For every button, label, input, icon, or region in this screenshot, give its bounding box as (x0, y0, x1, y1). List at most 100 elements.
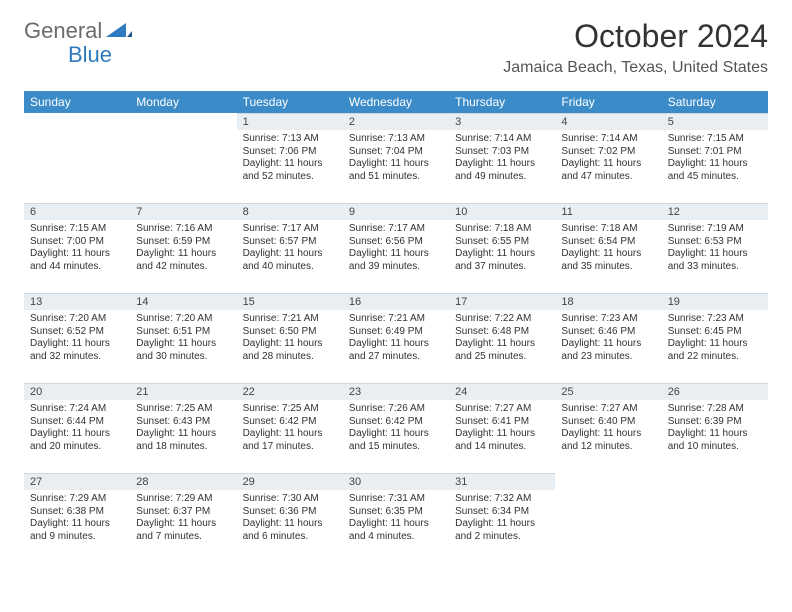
daylight-line: Daylight: 11 hours and 40 minutes. (243, 248, 337, 273)
day-content: Sunrise: 7:26 AMSunset: 6:42 PMDaylight:… (343, 400, 449, 459)
sunset-line: Sunset: 6:34 PM (455, 506, 549, 519)
day-number: 13 (24, 293, 130, 310)
sunset-line: Sunset: 7:02 PM (561, 146, 655, 159)
sunset-line: Sunset: 6:52 PM (30, 326, 124, 339)
calendar-day-cell: 13Sunrise: 7:20 AMSunset: 6:52 PMDayligh… (24, 293, 130, 383)
day-content: Sunrise: 7:25 AMSunset: 6:42 PMDaylight:… (237, 400, 343, 459)
header: General Blue October 2024 Jamaica Beach,… (0, 0, 792, 81)
sunrise-line: Sunrise: 7:29 AM (30, 493, 124, 506)
calendar-day-cell: 30Sunrise: 7:31 AMSunset: 6:35 PMDayligh… (343, 473, 449, 563)
sunrise-line: Sunrise: 7:25 AM (136, 403, 230, 416)
day-content: Sunrise: 7:17 AMSunset: 6:56 PMDaylight:… (343, 220, 449, 279)
sunset-line: Sunset: 6:56 PM (349, 236, 443, 249)
calendar-day-cell: 16Sunrise: 7:21 AMSunset: 6:49 PMDayligh… (343, 293, 449, 383)
day-content: Sunrise: 7:29 AMSunset: 6:38 PMDaylight:… (24, 490, 130, 549)
sunrise-line: Sunrise: 7:17 AM (349, 223, 443, 236)
day-content: Sunrise: 7:15 AMSunset: 7:01 PMDaylight:… (662, 130, 768, 189)
sunrise-line: Sunrise: 7:16 AM (136, 223, 230, 236)
calendar-day-cell: 24Sunrise: 7:27 AMSunset: 6:41 PMDayligh… (449, 383, 555, 473)
daylight-line: Daylight: 11 hours and 25 minutes. (455, 338, 549, 363)
day-number: 5 (662, 113, 768, 130)
daylight-line: Daylight: 11 hours and 39 minutes. (349, 248, 443, 273)
daylight-line: Daylight: 11 hours and 49 minutes. (455, 158, 549, 183)
day-number: 27 (24, 473, 130, 490)
day-number: 2 (343, 113, 449, 130)
sunrise-line: Sunrise: 7:19 AM (668, 223, 762, 236)
day-content: Sunrise: 7:18 AMSunset: 6:54 PMDaylight:… (555, 220, 661, 279)
daylight-line: Daylight: 11 hours and 42 minutes. (136, 248, 230, 273)
weekday-header: Wednesday (343, 91, 449, 113)
day-content: Sunrise: 7:13 AMSunset: 7:04 PMDaylight:… (343, 130, 449, 189)
sunset-line: Sunset: 7:03 PM (455, 146, 549, 159)
calendar-day-cell: 26Sunrise: 7:28 AMSunset: 6:39 PMDayligh… (662, 383, 768, 473)
sunrise-line: Sunrise: 7:27 AM (561, 403, 655, 416)
daylight-line: Daylight: 11 hours and 30 minutes. (136, 338, 230, 363)
sunset-line: Sunset: 6:43 PM (136, 416, 230, 429)
calendar-day-cell: 1Sunrise: 7:13 AMSunset: 7:06 PMDaylight… (237, 113, 343, 203)
day-content: Sunrise: 7:16 AMSunset: 6:59 PMDaylight:… (130, 220, 236, 279)
daylight-line: Daylight: 11 hours and 33 minutes. (668, 248, 762, 273)
calendar-day-cell: 10Sunrise: 7:18 AMSunset: 6:55 PMDayligh… (449, 203, 555, 293)
day-content: Sunrise: 7:25 AMSunset: 6:43 PMDaylight:… (130, 400, 236, 459)
day-number: 25 (555, 383, 661, 400)
day-content: Sunrise: 7:19 AMSunset: 6:53 PMDaylight:… (662, 220, 768, 279)
calendar-day-cell: 8Sunrise: 7:17 AMSunset: 6:57 PMDaylight… (237, 203, 343, 293)
calendar-table: SundayMondayTuesdayWednesdayThursdayFrid… (24, 91, 768, 563)
day-number: 24 (449, 383, 555, 400)
day-number: 1 (237, 113, 343, 130)
weekday-header: Saturday (662, 91, 768, 113)
sunset-line: Sunset: 6:53 PM (668, 236, 762, 249)
sunset-line: Sunset: 6:40 PM (561, 416, 655, 429)
day-content: Sunrise: 7:20 AMSunset: 6:52 PMDaylight:… (24, 310, 130, 369)
day-content: Sunrise: 7:22 AMSunset: 6:48 PMDaylight:… (449, 310, 555, 369)
daylight-line: Daylight: 11 hours and 45 minutes. (668, 158, 762, 183)
day-content: Sunrise: 7:27 AMSunset: 6:41 PMDaylight:… (449, 400, 555, 459)
calendar-day-cell: 23Sunrise: 7:26 AMSunset: 6:42 PMDayligh… (343, 383, 449, 473)
calendar-week-row: 27Sunrise: 7:29 AMSunset: 6:38 PMDayligh… (24, 473, 768, 563)
sunrise-line: Sunrise: 7:22 AM (455, 313, 549, 326)
sunset-line: Sunset: 6:36 PM (243, 506, 337, 519)
day-number: 28 (130, 473, 236, 490)
day-number: 20 (24, 383, 130, 400)
sunset-line: Sunset: 6:46 PM (561, 326, 655, 339)
sunset-line: Sunset: 6:44 PM (30, 416, 124, 429)
day-number: 23 (343, 383, 449, 400)
calendar-day-cell: 28Sunrise: 7:29 AMSunset: 6:37 PMDayligh… (130, 473, 236, 563)
empty-day (555, 473, 661, 489)
month-title: October 2024 (503, 18, 768, 55)
sunset-line: Sunset: 6:48 PM (455, 326, 549, 339)
day-number: 15 (237, 293, 343, 310)
sunrise-line: Sunrise: 7:18 AM (561, 223, 655, 236)
calendar-day-cell: 21Sunrise: 7:25 AMSunset: 6:43 PMDayligh… (130, 383, 236, 473)
sunset-line: Sunset: 7:04 PM (349, 146, 443, 159)
calendar-day-cell: 27Sunrise: 7:29 AMSunset: 6:38 PMDayligh… (24, 473, 130, 563)
daylight-line: Daylight: 11 hours and 51 minutes. (349, 158, 443, 183)
title-block: October 2024 Jamaica Beach, Texas, Unite… (503, 18, 768, 77)
sunset-line: Sunset: 6:42 PM (349, 416, 443, 429)
sunrise-line: Sunrise: 7:21 AM (349, 313, 443, 326)
daylight-line: Daylight: 11 hours and 47 minutes. (561, 158, 655, 183)
daylight-line: Daylight: 11 hours and 10 minutes. (668, 428, 762, 453)
weekday-header: Tuesday (237, 91, 343, 113)
day-number: 29 (237, 473, 343, 490)
day-number: 16 (343, 293, 449, 310)
calendar-day-cell: 5Sunrise: 7:15 AMSunset: 7:01 PMDaylight… (662, 113, 768, 203)
day-number: 19 (662, 293, 768, 310)
empty-day (24, 113, 130, 129)
sunset-line: Sunset: 6:45 PM (668, 326, 762, 339)
daylight-line: Daylight: 11 hours and 23 minutes. (561, 338, 655, 363)
sunset-line: Sunset: 7:06 PM (243, 146, 337, 159)
calendar-day-cell: 7Sunrise: 7:16 AMSunset: 6:59 PMDaylight… (130, 203, 236, 293)
calendar-day-cell: 15Sunrise: 7:21 AMSunset: 6:50 PMDayligh… (237, 293, 343, 383)
daylight-line: Daylight: 11 hours and 28 minutes. (243, 338, 337, 363)
empty-day (662, 473, 768, 489)
day-content: Sunrise: 7:27 AMSunset: 6:40 PMDaylight:… (555, 400, 661, 459)
daylight-line: Daylight: 11 hours and 37 minutes. (455, 248, 549, 273)
sunrise-line: Sunrise: 7:13 AM (349, 133, 443, 146)
day-number: 26 (662, 383, 768, 400)
sunrise-line: Sunrise: 7:23 AM (668, 313, 762, 326)
sunrise-line: Sunrise: 7:25 AM (243, 403, 337, 416)
weekday-header: Monday (130, 91, 236, 113)
empty-day (130, 113, 236, 129)
calendar-day-cell: 18Sunrise: 7:23 AMSunset: 6:46 PMDayligh… (555, 293, 661, 383)
